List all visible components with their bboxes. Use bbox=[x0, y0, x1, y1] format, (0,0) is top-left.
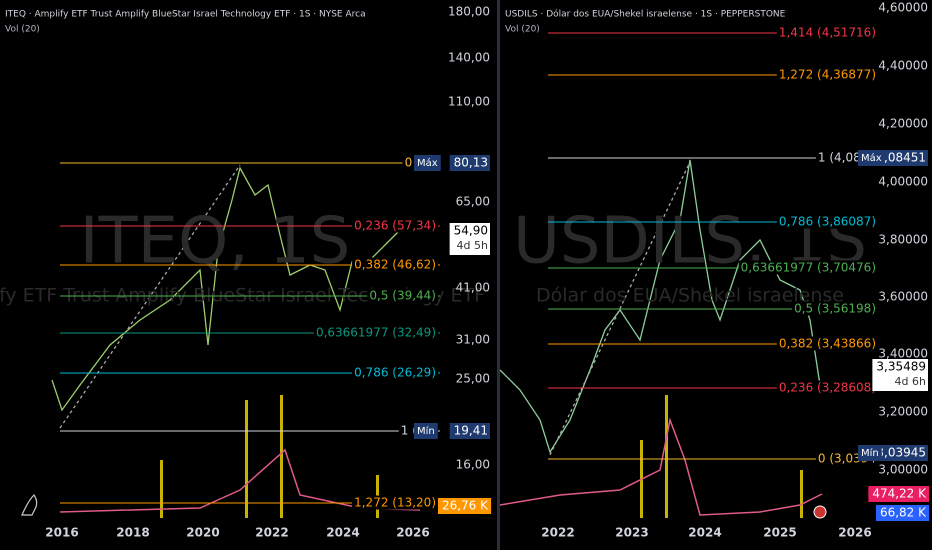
price-badge-bg bbox=[868, 486, 930, 502]
price-axis-label: 180,00 bbox=[448, 5, 490, 19]
flag-icon bbox=[813, 505, 827, 519]
badge-tag-bg bbox=[858, 445, 882, 461]
time-axis-label: 2022 bbox=[541, 526, 574, 540]
indicator-label: Vol (20) bbox=[5, 25, 40, 35]
price-axis-label: 3,80000 bbox=[878, 233, 928, 247]
time-axis-label: 2026 bbox=[396, 526, 429, 540]
fib-label-bg bbox=[776, 214, 878, 229]
price-badge-bg bbox=[875, 505, 930, 521]
time-axis-label: 2023 bbox=[615, 526, 648, 540]
price-badge: 4,08451 bbox=[876, 151, 926, 165]
fib-label-bg bbox=[776, 67, 878, 82]
fib-label-bg bbox=[352, 365, 438, 380]
watermark-name: Dólar dos EUA/Shekel israelense bbox=[536, 285, 844, 307]
fib-label: 0,786 (26,29) bbox=[354, 366, 436, 380]
price-badge: 474,22 K bbox=[872, 487, 927, 501]
fib-label: 0,63661977 (3,70476) bbox=[741, 261, 876, 275]
fib-label-bg bbox=[352, 257, 438, 272]
price-badge-bg bbox=[437, 498, 492, 514]
time-axis-label: 2024 bbox=[326, 526, 359, 540]
price-axis-label: 16,00 bbox=[456, 458, 490, 472]
price-badge-bg bbox=[872, 445, 928, 461]
watermark-symbol: ITEQ, 1S bbox=[80, 205, 351, 279]
divider bbox=[497, 0, 500, 550]
price-badge-bg bbox=[872, 359, 928, 391]
price-axis-label: 4,60000 bbox=[878, 1, 928, 15]
fib-label: 0,5 (3,56198) bbox=[794, 302, 876, 316]
fib-label: 0,236 (57,34) bbox=[354, 219, 436, 233]
time-axis-label: 2024 bbox=[688, 526, 721, 540]
price-badge-bg bbox=[872, 150, 928, 166]
price-badge: 26,76 K bbox=[442, 499, 489, 513]
logo bbox=[21, 494, 38, 516]
price-badge: 80,13 bbox=[454, 156, 488, 170]
fib-label: 1,272 (4,36877) bbox=[779, 68, 876, 82]
fib-label-bg bbox=[352, 495, 438, 510]
time-axis-label: 2025 bbox=[763, 526, 796, 540]
price-axis-label: 4,20000 bbox=[878, 117, 928, 131]
right-volume bbox=[499, 395, 823, 518]
indicator-label: Vol (20) bbox=[505, 25, 540, 35]
fib-label-bg bbox=[776, 25, 878, 40]
badge-tag: Máx bbox=[861, 152, 882, 164]
badge-tag: Máx bbox=[417, 157, 438, 169]
price-badge: 3,03945 bbox=[876, 446, 926, 460]
price-axis-label: 3,00000 bbox=[878, 463, 928, 477]
price-axis-label: 110,00 bbox=[448, 95, 490, 109]
fib-label: 0,5 (39,44) bbox=[369, 289, 436, 303]
price-axis-label: 41,00 bbox=[456, 281, 490, 295]
fib-label: 0,786 (3,86087) bbox=[779, 215, 876, 229]
fib-label: 0,236 (3,28608) bbox=[779, 381, 876, 395]
price-axis-label: 65,00 bbox=[456, 195, 490, 209]
badge-tag: Mín bbox=[417, 425, 435, 437]
fib-label: 0,382 (46,62) bbox=[354, 258, 436, 272]
price-axis-label: 25,00 bbox=[456, 372, 490, 386]
price-axis-label: 4,40000 bbox=[878, 59, 928, 73]
badge-countdown: 4d 5h bbox=[457, 239, 488, 252]
fib-label-bg bbox=[776, 336, 878, 351]
badge-tag-bg bbox=[858, 150, 885, 166]
fib-label-bg bbox=[313, 325, 438, 340]
price-badge: 19,41 bbox=[454, 424, 488, 438]
fib-label-bg bbox=[738, 260, 878, 275]
chart-title: ITEQ · Amplify ETF Trust Amplify BlueSta… bbox=[5, 10, 366, 20]
price-badge: 66,82 K bbox=[880, 506, 927, 520]
time-axis-label: 2016 bbox=[45, 526, 78, 540]
fib-label-bg bbox=[352, 218, 438, 233]
price-badge-bg bbox=[449, 223, 490, 255]
fib-label-bg bbox=[776, 380, 878, 395]
time-axis-label: 2026 bbox=[838, 526, 871, 540]
time-axis-label: 2022 bbox=[255, 526, 288, 540]
price-badge-bg bbox=[449, 423, 490, 439]
fib-label-bg bbox=[792, 301, 878, 316]
price-axis-label: 3,60000 bbox=[878, 290, 928, 304]
fib-label: 0,63661977 (32,49) bbox=[316, 326, 436, 340]
price-badge-bg bbox=[449, 155, 490, 171]
badge-tag-bg bbox=[414, 155, 441, 171]
fib-label-bg bbox=[367, 288, 438, 303]
price-badge: 54,90 bbox=[454, 224, 488, 238]
chart-title: USDILS · Dólar dos EUA/Shekel israelense… bbox=[505, 9, 786, 20]
fib-label: 1,414 (4,51716) bbox=[779, 26, 876, 40]
price-axis-label: 3,40000 bbox=[878, 347, 928, 361]
price-axis-label: 3,20000 bbox=[878, 405, 928, 419]
fib-label: 0,382 (3,43866) bbox=[779, 337, 876, 351]
badge-tag-bg bbox=[414, 423, 438, 439]
time-axis-label: 2018 bbox=[116, 526, 149, 540]
price-axis-label: 4,00000 bbox=[878, 175, 928, 189]
time-axis-label: 2020 bbox=[186, 526, 219, 540]
badge-tag: Mín bbox=[861, 447, 879, 459]
price-axis-label: 31,00 bbox=[456, 333, 490, 347]
fib-label: 1,272 (13,20) bbox=[354, 496, 436, 510]
price-badge: 3,35489 bbox=[876, 360, 926, 374]
badge-countdown: 4d 6h bbox=[895, 375, 926, 388]
price-axis-label: 140,00 bbox=[448, 51, 490, 65]
